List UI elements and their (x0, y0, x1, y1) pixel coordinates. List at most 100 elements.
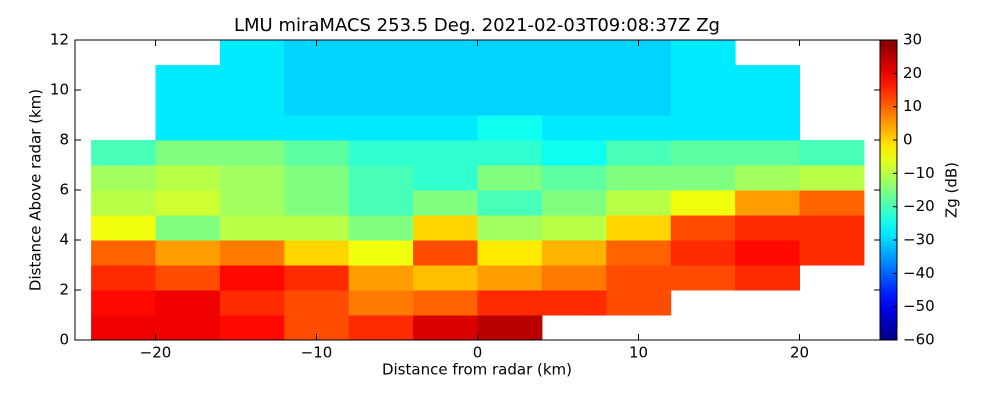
heatmap-cell (155, 265, 221, 291)
heatmap-cell (91, 315, 156, 341)
heatmap-cell (155, 315, 221, 341)
heatmap-cell (413, 165, 478, 191)
heatmap-cell (670, 40, 736, 66)
heatmap-cell (606, 290, 672, 316)
colorbar-tick-label: 0 (903, 131, 913, 149)
y-tick-label: 4 (59, 231, 69, 249)
heatmap-cell (284, 290, 350, 316)
heatmap-cell (413, 265, 478, 291)
heatmap-cell (735, 65, 800, 91)
colorbar-tick-label: 10 (903, 97, 922, 115)
heatmap-cell (477, 290, 543, 316)
heatmap-cell (284, 140, 350, 166)
heatmap-cell (413, 65, 478, 91)
heatmap-cell (413, 140, 478, 166)
heatmap-cell (799, 140, 865, 166)
heatmap-cell (541, 290, 607, 316)
heatmap-cell (670, 190, 736, 216)
heatmap-cell (735, 240, 800, 266)
heatmap-cell (477, 265, 543, 291)
x-tick-label: 10 (629, 344, 648, 362)
y-tick-label: 10 (50, 81, 69, 99)
colorbar-tick-label: −60 (903, 331, 935, 349)
heatmap-cell (348, 115, 414, 141)
heatmap-cell (155, 165, 221, 191)
heatmap-cell (413, 215, 478, 241)
heatmap-cell (155, 65, 221, 91)
heatmap-cell (348, 315, 414, 341)
heatmap-cell (284, 165, 350, 191)
heatmap-cell (606, 265, 672, 291)
heatmap-cell (541, 140, 607, 166)
heatmap-cell (91, 240, 156, 266)
heatmap-cell (413, 90, 478, 116)
heatmap-cell (541, 265, 607, 291)
heatmap-cell (413, 240, 478, 266)
heatmap-cell (219, 315, 285, 341)
heatmap-cell (477, 140, 543, 166)
heatmap-cell (735, 115, 800, 141)
heatmap-cell (541, 215, 607, 241)
heatmap-cell (477, 90, 543, 116)
heatmap-cell (155, 190, 221, 216)
heatmap-cell (477, 165, 543, 191)
heatmap-cell (799, 215, 865, 241)
heatmap-cell (91, 165, 156, 191)
colorbar-tick-label: −10 (903, 164, 935, 182)
x-tick-label: −20 (140, 344, 172, 362)
heatmap-cell (799, 190, 865, 216)
x-tick-label: 20 (790, 344, 809, 362)
heatmap-cell (477, 190, 543, 216)
heatmap-cell (735, 265, 800, 291)
y-tick-label: 6 (59, 181, 69, 199)
heatmap-cell (155, 140, 221, 166)
y-axis-label: Distance Above radar (km) (27, 89, 45, 291)
heatmap-cell (155, 290, 221, 316)
heatmap-cell (541, 90, 607, 116)
heatmap-cell (219, 190, 285, 216)
heatmap-cell (219, 240, 285, 266)
heatmap-cell (348, 240, 414, 266)
heatmap-cell (670, 65, 736, 91)
heatmap-cell (284, 265, 350, 291)
heatmap-cell (670, 115, 736, 141)
heatmap-cell (348, 140, 414, 166)
chart-title: LMU miraMACS 253.5 Deg. 2021-02-03T09:08… (234, 15, 720, 36)
heatmap-cell (348, 65, 414, 91)
heatmap-cell (735, 165, 800, 191)
heatmap-cell (670, 90, 736, 116)
heatmap-cell (348, 215, 414, 241)
heatmap-cell (91, 140, 156, 166)
heatmap-cell (606, 215, 672, 241)
heatmap-cell (348, 165, 414, 191)
heatmap-cell (284, 190, 350, 216)
y-tick-label: 0 (59, 331, 69, 349)
heatmap-cell (219, 265, 285, 291)
y-tick-label: 12 (50, 31, 69, 49)
heatmap-cell (541, 240, 607, 266)
heatmap-cell (284, 90, 350, 116)
colorbar-tick-label: −50 (903, 297, 935, 315)
heatmap-cell (477, 115, 543, 141)
heatmap-cell (219, 40, 285, 66)
x-axis-label: Distance from radar (km) (382, 361, 572, 379)
colorbar-tick-label: −30 (903, 231, 935, 249)
heatmap-cell (799, 240, 865, 266)
heatmap-cell (541, 115, 607, 141)
colorbar-tick-label: 20 (903, 64, 922, 82)
heatmap-cell (477, 240, 543, 266)
heatmap-cell (606, 240, 672, 266)
heatmap-cell (219, 115, 285, 141)
heatmap-cell (606, 190, 672, 216)
heatmap-cell (670, 265, 736, 291)
colorbar-tick-label: 30 (903, 31, 922, 49)
heatmap-cell (477, 65, 543, 91)
heatmap-cell (477, 315, 543, 341)
heatmap-cell (541, 40, 607, 66)
heatmap-cell (735, 190, 800, 216)
heatmap-cell (348, 190, 414, 216)
heatmap-cell (155, 240, 221, 266)
heatmap-cell (219, 215, 285, 241)
heatmap-cell (541, 165, 607, 191)
